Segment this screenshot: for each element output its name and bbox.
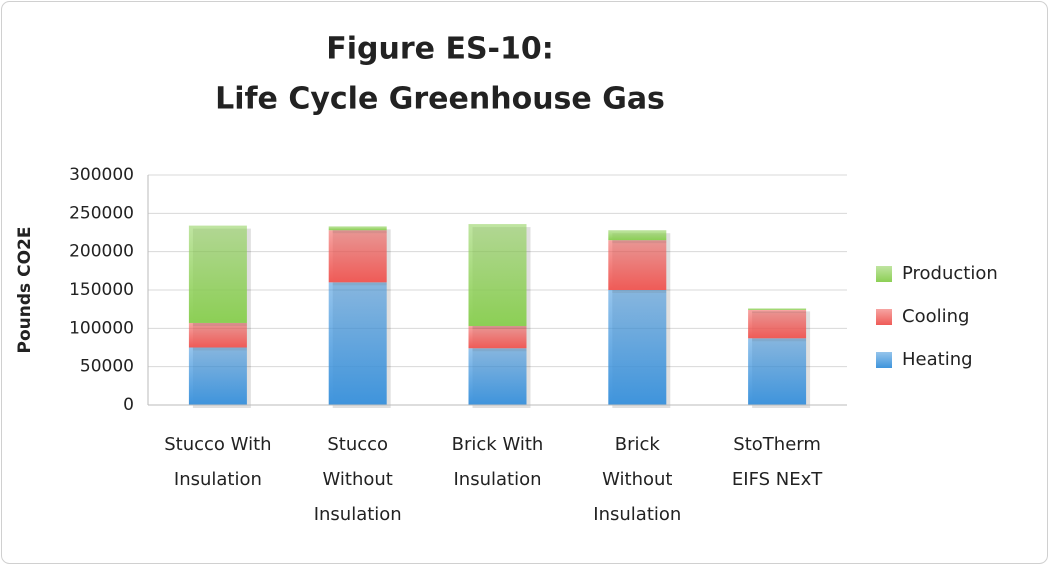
x-tick-label: StoTherm EIFS NExT [732, 434, 823, 490]
bar-segment [608, 240, 667, 290]
y-tick-label: 150000 [69, 280, 134, 300]
bar-shadow [332, 229, 391, 234]
bar-segment [748, 338, 807, 405]
x-tick-label: Stucco Without Insulation [314, 434, 402, 525]
y-tick-label: 250000 [69, 203, 134, 223]
y-tick-label: 0 [123, 395, 134, 415]
legend-swatch [876, 266, 892, 282]
x-tick-label: Stucco With Insulation [164, 434, 271, 490]
bar-segment [608, 290, 667, 405]
legend-label: Heating [902, 349, 973, 370]
bar-shadow [752, 311, 811, 313]
y-axis-label: Pounds CO2E [15, 227, 35, 354]
bar-segment [188, 347, 247, 405]
legend-swatch [876, 352, 892, 368]
x-tick-label: Brick With Insulation [452, 434, 544, 490]
y-tick-label: 50000 [80, 357, 134, 377]
bar-segment [468, 348, 527, 405]
bar-segment [328, 230, 387, 283]
bar-segment [188, 322, 247, 348]
x-tick-label: Brick Without Insulation [593, 434, 681, 525]
y-tick-label: 300000 [69, 165, 134, 185]
legend-swatch [876, 309, 892, 325]
legend-label: Production [902, 263, 998, 284]
bar-segment [748, 309, 807, 339]
bar-segment [468, 224, 527, 327]
bar-segment [468, 326, 527, 349]
y-tick-label: 100000 [69, 318, 134, 338]
bar-segment [748, 308, 807, 310]
bar-segment [608, 230, 667, 241]
legend-label: Cooling [902, 306, 969, 327]
bar-segment [328, 282, 387, 405]
chart-title: Life Cycle Greenhouse Gas [215, 82, 665, 117]
bar-segment [188, 225, 247, 323]
y-tick-label: 200000 [69, 242, 134, 262]
bar-segment [328, 226, 387, 231]
chart-title: Figure ES-10: [326, 32, 554, 67]
